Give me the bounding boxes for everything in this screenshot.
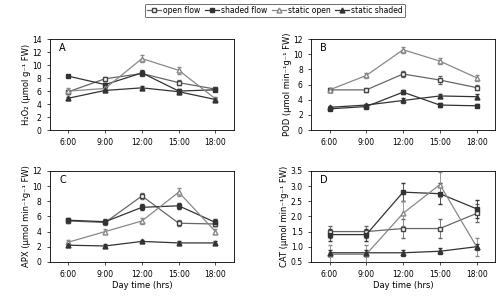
Y-axis label: CAT (μmol min⁻¹g⁻¹ FW): CAT (μmol min⁻¹g⁻¹ FW) bbox=[280, 166, 289, 267]
Legend: open flow, shaded flow, static open, static shaded: open flow, shaded flow, static open, sta… bbox=[145, 4, 405, 17]
Y-axis label: H₂O₂ (μmol g⁻¹ FW): H₂O₂ (μmol g⁻¹ FW) bbox=[22, 44, 30, 125]
Text: D: D bbox=[320, 175, 328, 185]
Text: B: B bbox=[320, 43, 327, 53]
X-axis label: Day time (hrs): Day time (hrs) bbox=[372, 281, 434, 290]
Y-axis label: APX (μmol min⁻¹g⁻¹ FW): APX (μmol min⁻¹g⁻¹ FW) bbox=[22, 166, 30, 267]
X-axis label: Day time (hrs): Day time (hrs) bbox=[112, 281, 172, 290]
Text: A: A bbox=[59, 43, 66, 53]
Y-axis label: POD (μmol min⁻¹g⁻¹ FW): POD (μmol min⁻¹g⁻¹ FW) bbox=[283, 33, 292, 136]
Text: C: C bbox=[59, 175, 66, 185]
